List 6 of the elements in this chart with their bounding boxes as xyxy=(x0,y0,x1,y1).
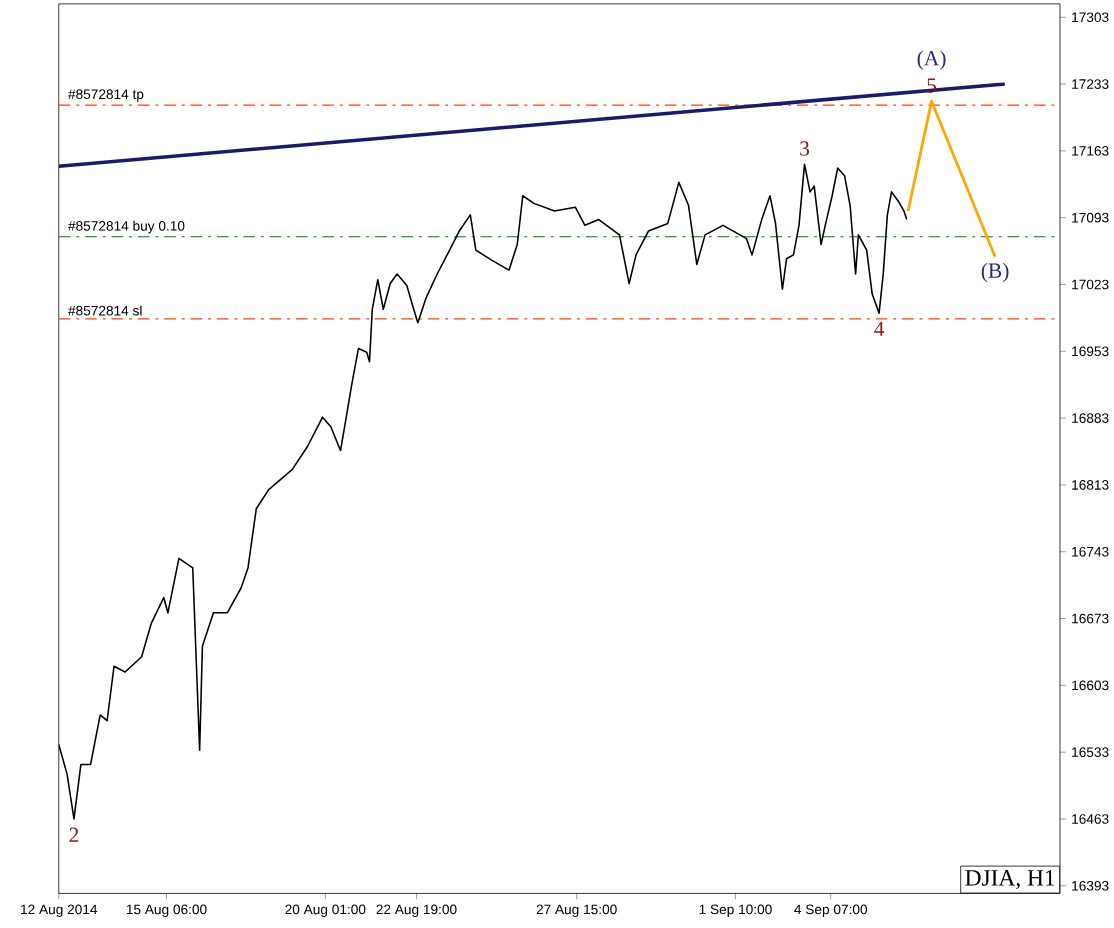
annotation: 4 xyxy=(874,321,885,336)
annotation: 3 xyxy=(800,141,810,156)
annotation: (B) xyxy=(981,262,1009,282)
annotation: DJIA, H1 xyxy=(965,869,1055,889)
annotation: (A) xyxy=(917,50,946,70)
annotation: 2 xyxy=(69,827,79,842)
